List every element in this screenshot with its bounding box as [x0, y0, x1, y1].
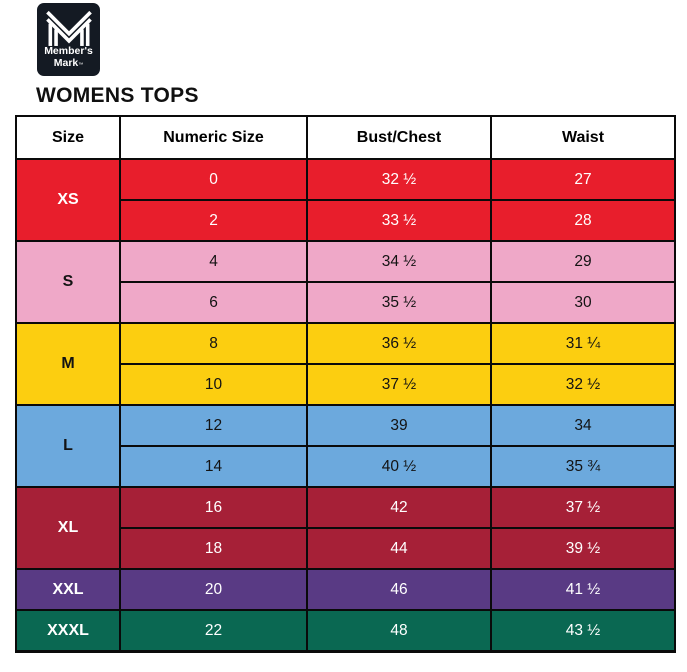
brand-name-line2: Mark™ — [53, 56, 84, 69]
waist-cell: 29 — [490, 240, 676, 283]
waist-cell: 28 — [490, 199, 676, 242]
numeric-size-cell: 20 — [119, 568, 308, 611]
table-row: L 12 39 34 — [15, 404, 676, 488]
numeric-size-cell: 14 — [119, 445, 308, 488]
table-row: S 4 34 ½ 29 — [15, 240, 676, 324]
table-row: 2 33 ½ 28 — [16, 199, 676, 242]
brand-name-line1: Member's — [44, 45, 93, 57]
size-label-m: M — [15, 322, 121, 406]
bust-chest-cell: 42 — [306, 486, 492, 529]
numeric-size-cell: 8 — [119, 322, 308, 365]
numeric-size-cell: 6 — [119, 281, 308, 324]
table-row: XS 0 32 ½ 27 — [15, 158, 676, 242]
numeric-size-cell: 4 — [119, 240, 308, 283]
waist-cell: 43 ½ — [490, 609, 676, 653]
table-row: XL 16 42 37 ½ — [15, 486, 676, 570]
table-row: 18 44 39 ½ — [16, 527, 676, 570]
numeric-size-cell: 22 — [119, 609, 308, 653]
bust-chest-cell: 39 — [306, 404, 492, 447]
bust-chest-cell: 48 — [306, 609, 492, 653]
column-header-bust-chest: Bust/Chest — [306, 115, 492, 160]
table-row: M 8 36 ½ 31 ¼ — [15, 322, 676, 406]
waist-cell: 41 ½ — [490, 568, 676, 611]
bust-chest-cell: 44 — [306, 527, 492, 570]
members-mark-logo: Member's Mark™ — [37, 3, 100, 76]
size-label-s: S — [15, 240, 121, 324]
column-header-size: Size — [15, 115, 121, 160]
bust-chest-cell: 46 — [306, 568, 492, 611]
waist-cell: 32 ½ — [490, 363, 676, 406]
waist-cell: 34 — [490, 404, 676, 447]
column-header-numeric-size: Numeric Size — [119, 115, 308, 160]
members-mark-m-icon — [45, 10, 92, 46]
bust-chest-cell: 35 ½ — [306, 281, 492, 324]
bust-chest-cell: 33 ½ — [306, 199, 492, 242]
trademark-symbol: ™ — [78, 61, 84, 68]
table-row: 6 35 ½ 30 — [16, 281, 676, 324]
bust-chest-cell: 34 ½ — [306, 240, 492, 283]
size-chart-table: Size Numeric Size Bust/Chest Waist XS 0 … — [15, 115, 676, 653]
numeric-size-cell: 18 — [119, 527, 308, 570]
numeric-size-cell: 0 — [119, 158, 308, 201]
size-label-xxxl: XXXL — [15, 609, 121, 653]
size-label-xl: XL — [15, 486, 121, 570]
size-label-xs: XS — [15, 158, 121, 242]
size-label-l: L — [15, 404, 121, 488]
waist-cell: 27 — [490, 158, 676, 201]
size-label-xxl: XXL — [15, 568, 121, 611]
waist-cell: 35 ¾ — [490, 445, 676, 488]
column-header-waist: Waist — [490, 115, 676, 160]
waist-cell: 31 ¼ — [490, 322, 676, 365]
waist-cell: 39 ½ — [490, 527, 676, 570]
waist-cell: 37 ½ — [490, 486, 676, 529]
numeric-size-cell: 2 — [119, 199, 308, 242]
numeric-size-cell: 12 — [119, 404, 308, 447]
page-title: WOMENS TOPS — [36, 84, 199, 107]
table-row: XXXL 22 48 43 ½ — [15, 609, 676, 653]
bust-chest-cell: 37 ½ — [306, 363, 492, 406]
bust-chest-cell: 36 ½ — [306, 322, 492, 365]
bust-chest-cell: 32 ½ — [306, 158, 492, 201]
header-row: Size Numeric Size Bust/Chest Waist — [15, 115, 676, 160]
numeric-size-cell: 16 — [119, 486, 308, 529]
waist-cell: 30 — [490, 281, 676, 324]
table-row: 10 37 ½ 32 ½ — [16, 363, 676, 406]
bust-chest-cell: 40 ½ — [306, 445, 492, 488]
numeric-size-cell: 10 — [119, 363, 308, 406]
table-row: XXL 20 46 41 ½ — [15, 568, 676, 611]
table-row: 14 40 ½ 35 ¾ — [16, 445, 676, 488]
